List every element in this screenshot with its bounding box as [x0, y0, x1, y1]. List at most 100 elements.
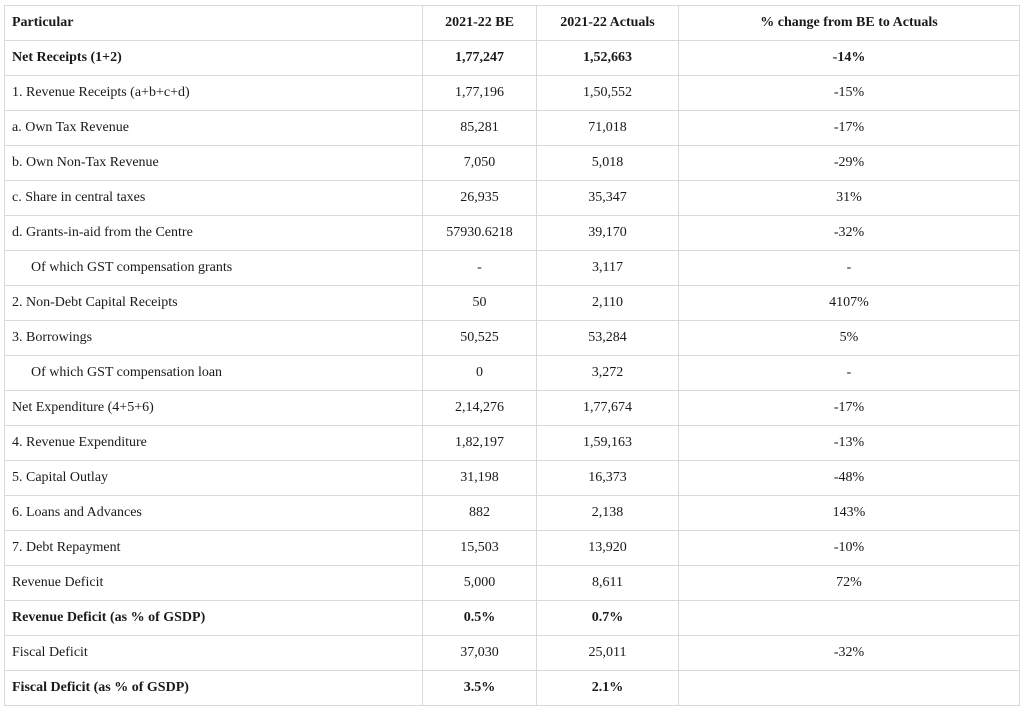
cell-particular: Net Expenditure (4+5+6)	[4, 390, 423, 426]
cell-actuals: 3,272	[536, 355, 679, 391]
cell-actuals: 71,018	[536, 110, 679, 146]
cell-actuals: 25,011	[536, 635, 679, 671]
cell-actuals: 13,920	[536, 530, 679, 566]
cell-change: -17%	[678, 390, 1020, 426]
cell-particular: b. Own Non-Tax Revenue	[4, 145, 423, 181]
table-row: 4. Revenue Expenditure 1,82,197 1,59,163 -1…	[4, 425, 1020, 461]
cell-be: 50,525	[422, 320, 537, 356]
cell-actuals: 53,284	[536, 320, 679, 356]
cell-actuals: 2,110	[536, 285, 679, 321]
cell-be: 5,000	[422, 565, 537, 601]
cell-be: 3.5%	[422, 670, 537, 706]
table-header-row: Particular 2021-22 BE 2021-22 Actuals % …	[4, 5, 1020, 41]
cell-particular: Fiscal Deficit	[4, 635, 423, 671]
cell-change: -32%	[678, 635, 1020, 671]
cell-actuals: 2,138	[536, 495, 679, 531]
cell-change: 4107%	[678, 285, 1020, 321]
table-row: 6. Loans and Advances 882 2,138 143%	[4, 495, 1020, 531]
cell-actuals: 1,77,674	[536, 390, 679, 426]
cell-particular: Net Receipts (1+2)	[4, 40, 423, 76]
cell-change: -32%	[678, 215, 1020, 251]
cell-change: -13%	[678, 425, 1020, 461]
cell-particular: 2. Non-Debt Capital Receipts	[4, 285, 423, 321]
cell-particular: Of which GST compensation loan	[4, 355, 423, 391]
budget-table: Particular 2021-22 BE 2021-22 Actuals % …	[4, 5, 1020, 706]
cell-actuals: 1,52,663	[536, 40, 679, 76]
budget-table-container: Particular 2021-22 BE 2021-22 Actuals % …	[4, 5, 1020, 706]
cell-be: 7,050	[422, 145, 537, 181]
cell-be: 57930.6218	[422, 215, 537, 251]
table-body: Net Receipts (1+2) 1,77,247 1,52,663 -14% 1.…	[4, 40, 1020, 706]
cell-change	[678, 670, 1020, 706]
cell-be: 15,503	[422, 530, 537, 566]
cell-change: 5%	[678, 320, 1020, 356]
table-row: c. Share in central taxes 26,935 35,347 31%	[4, 180, 1020, 216]
cell-particular: a. Own Tax Revenue	[4, 110, 423, 146]
cell-particular: Revenue Deficit (as % of GSDP)	[4, 600, 423, 636]
cell-particular: Fiscal Deficit (as % of GSDP)	[4, 670, 423, 706]
cell-be: 85,281	[422, 110, 537, 146]
cell-change: -14%	[678, 40, 1020, 76]
table-row: Revenue Deficit 5,000 8,611 72%	[4, 565, 1020, 601]
cell-change: -17%	[678, 110, 1020, 146]
cell-actuals: 35,347	[536, 180, 679, 216]
cell-be: 0.5%	[422, 600, 537, 636]
cell-actuals: 0.7%	[536, 600, 679, 636]
table-row: 3. Borrowings 50,525 53,284 5%	[4, 320, 1020, 356]
cell-change: -15%	[678, 75, 1020, 111]
table-row: 2. Non-Debt Capital Receipts 50 2,110 4107%	[4, 285, 1020, 321]
cell-particular: 1. Revenue Receipts (a+b+c+d)	[4, 75, 423, 111]
cell-change: -48%	[678, 460, 1020, 496]
cell-change: -	[678, 250, 1020, 286]
cell-actuals: 16,373	[536, 460, 679, 496]
cell-change: 31%	[678, 180, 1020, 216]
cell-actuals: 1,59,163	[536, 425, 679, 461]
table-row: a. Own Tax Revenue 85,281 71,018 -17%	[4, 110, 1020, 146]
header-change: % change from BE to Actuals	[678, 5, 1020, 41]
table-row: Fiscal Deficit 37,030 25,011 -32%	[4, 635, 1020, 671]
table-row: Of which GST compensation loan 0 3,272-	[4, 355, 1020, 391]
cell-particular: 4. Revenue Expenditure	[4, 425, 423, 461]
table-row: b. Own Non-Tax Revenue 7,050 5,018 -29%	[4, 145, 1020, 181]
header-actuals: 2021-22 Actuals	[536, 5, 679, 41]
cell-be: 1,77,247	[422, 40, 537, 76]
cell-actuals: 1,50,552	[536, 75, 679, 111]
table-row: 5. Capital Outlay 31,198 16,373 -48%	[4, 460, 1020, 496]
cell-be: 1,82,197	[422, 425, 537, 461]
cell-particular: 5. Capital Outlay	[4, 460, 423, 496]
cell-particular: 6. Loans and Advances	[4, 495, 423, 531]
header-particular: Particular	[4, 5, 423, 41]
cell-particular: c. Share in central taxes	[4, 180, 423, 216]
cell-change	[678, 600, 1020, 636]
table-row: Net Expenditure (4+5+6) 2,14,276 1,77,674-…	[4, 390, 1020, 426]
cell-change: 72%	[678, 565, 1020, 601]
cell-be: 31,198	[422, 460, 537, 496]
cell-actuals: 8,611	[536, 565, 679, 601]
cell-change: 143%	[678, 495, 1020, 531]
cell-particular: Revenue Deficit	[4, 565, 423, 601]
cell-change: -	[678, 355, 1020, 391]
cell-be: -	[422, 250, 537, 286]
cell-be: 0	[422, 355, 537, 391]
table-row: 7. Debt Repayment 15,503 13,920 -10%	[4, 530, 1020, 566]
cell-particular: 3. Borrowings	[4, 320, 423, 356]
table-row: d. Grants-in-aid from the Centre 57930.62…	[4, 215, 1020, 251]
table-row: Net Receipts (1+2) 1,77,247 1,52,663 -14%	[4, 40, 1020, 76]
cell-be: 26,935	[422, 180, 537, 216]
table-row: Revenue Deficit (as % of GSDP) 0.5% 0.7%	[4, 600, 1020, 636]
cell-actuals: 5,018	[536, 145, 679, 181]
header-be: 2021-22 BE	[422, 5, 537, 41]
cell-be: 50	[422, 285, 537, 321]
table-row: Fiscal Deficit (as % of GSDP) 3.5% 2.1%	[4, 670, 1020, 706]
cell-change: -29%	[678, 145, 1020, 181]
cell-actuals: 3,117	[536, 250, 679, 286]
cell-be: 1,77,196	[422, 75, 537, 111]
cell-be: 2,14,276	[422, 390, 537, 426]
cell-particular: d. Grants-in-aid from the Centre	[4, 215, 423, 251]
cell-be: 882	[422, 495, 537, 531]
table-row: Of which GST compensation grants -3,117-	[4, 250, 1020, 286]
cell-change: -10%	[678, 530, 1020, 566]
cell-particular: Of which GST compensation grants	[4, 250, 423, 286]
cell-be: 37,030	[422, 635, 537, 671]
table-row: 1. Revenue Receipts (a+b+c+d) 1,77,196 1,5…	[4, 75, 1020, 111]
